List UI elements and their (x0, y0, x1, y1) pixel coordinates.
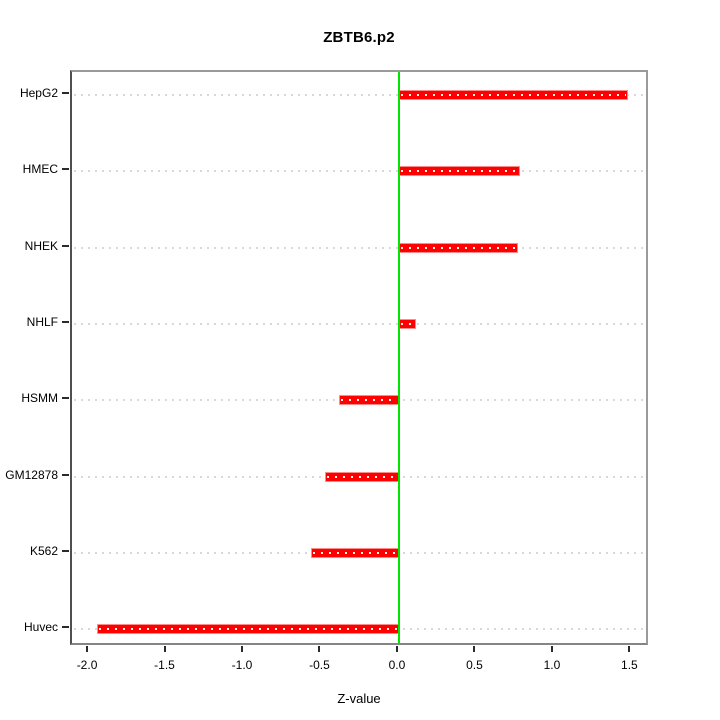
y-axis-tick (62, 549, 69, 552)
x-axis-tick (550, 646, 553, 652)
grid-line (74, 94, 644, 96)
y-tick-label-nhlf: NHLF (26, 314, 58, 329)
y-tick-label-huvec: Huvec (23, 620, 58, 635)
x-tick-label--2.0: -2.0 (76, 658, 98, 672)
x-tick-label--0.5: -0.5 (309, 658, 330, 672)
bar-hmec (398, 166, 520, 177)
x-axis-tick (86, 646, 89, 652)
y-axis-tick (62, 244, 69, 247)
bar-k562 (310, 547, 399, 558)
y-axis-tick (62, 168, 69, 171)
x-axis-tick (473, 646, 476, 652)
bar-hsmm (338, 395, 399, 406)
y-tick-label-hepg2: HepG2 (19, 86, 58, 100)
bar-gm12878 (324, 471, 399, 482)
bar-dot-pattern (400, 322, 414, 325)
plot-area (70, 70, 648, 645)
x-tick-label-0.0: 0.0 (388, 658, 406, 672)
x-tick-label--1.5: -1.5 (154, 658, 175, 672)
bar-dot-pattern (326, 475, 397, 478)
x-axis-tick (241, 646, 243, 652)
y-axis-tick (62, 626, 69, 629)
x-axis-tick (318, 646, 321, 652)
bar-dot-pattern (400, 246, 517, 249)
chart-title: ZBTB6.p2 (323, 29, 395, 46)
y-axis-tick (62, 473, 69, 476)
x-axis-tick (163, 646, 166, 652)
y-axis-tick (62, 397, 69, 400)
x-axis-tick (628, 646, 631, 652)
zero-reference-line (397, 72, 400, 643)
x-axis-label: Z-value (337, 691, 381, 706)
y-tick-label-hmec: HMEC (22, 162, 58, 177)
x-axis-tick (395, 646, 398, 652)
grid-line (74, 246, 644, 249)
x-tick-label-1.0: 1.0 (543, 658, 561, 672)
bar-dot-pattern (340, 399, 397, 402)
grid-line (74, 322, 644, 325)
x-tick-label-0.5: 0.5 (466, 658, 483, 672)
bar-nhek (398, 242, 519, 253)
x-tick-label-1.5: 1.5 (621, 658, 638, 672)
bar-huvec (96, 624, 399, 635)
bar-nhlf (398, 318, 416, 329)
grid-line (74, 170, 644, 173)
y-axis-tick (62, 320, 69, 323)
bar-dot-pattern (400, 170, 518, 173)
y-tick-label-gm12878: GM12878 (5, 467, 58, 482)
bar-dot-pattern (98, 628, 397, 631)
bar-hepg2 (398, 90, 629, 100)
y-tick-label-hsmm: HSMM (21, 391, 58, 406)
bar-dot-pattern (312, 551, 397, 554)
x-tick-label--1.0: -1.0 (231, 658, 253, 672)
bar-dot-pattern (400, 94, 627, 96)
y-tick-label-nhek: NHEK (24, 238, 58, 253)
y-tick-label-k562: K562 (29, 543, 58, 558)
y-axis-tick (62, 92, 69, 94)
